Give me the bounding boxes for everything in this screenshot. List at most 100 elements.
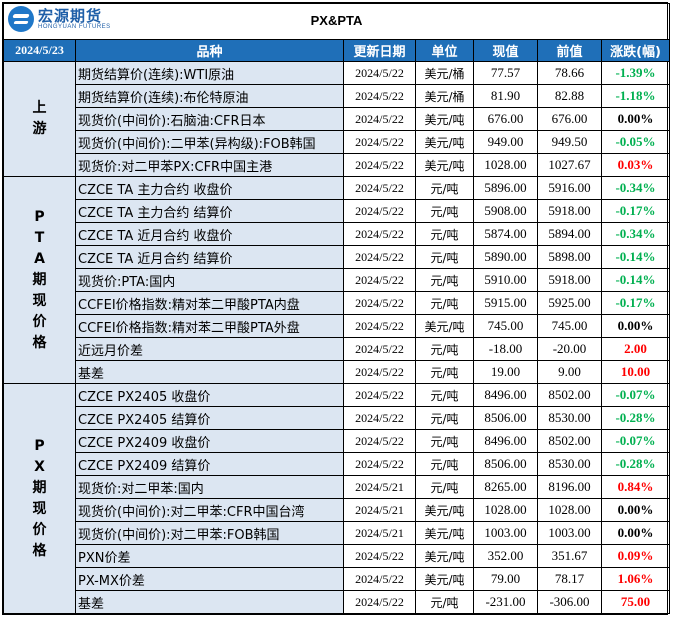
item-name: 现货价(中间价):石脑油:CFR日本 (75, 107, 344, 131)
previous-value: 5925.00 (537, 291, 602, 315)
previous-value: 1028.00 (537, 498, 602, 522)
unit: 元/吨 (415, 199, 474, 223)
change-value: 10.00 (600, 360, 671, 384)
previous-value: 78.66 (537, 61, 602, 85)
table-row: P X 期 现 价 格 CZCE PX2405 收盘价 2024/5/22 元/吨 84… (3, 383, 671, 614)
group-label: P X 期 现 价 格 (3, 383, 76, 614)
col-header-previous: 前值 (537, 39, 602, 62)
table-row: 现货价(中间价):对二甲苯:FOB韩国 2024/5/21 美元/吨 1003.00 1… (4, 521, 671, 545)
previous-value: 676.00 (537, 107, 602, 131)
current-value: 79.00 (473, 567, 538, 591)
table-row: 现货价(中间价):二甲苯(异构级):FOB韩国 2024/5/22 美元/吨 949.… (4, 130, 671, 154)
item-name: 近远月价差 (75, 337, 344, 361)
item-name: 现货价(中间价):二甲苯(异构级):FOB韩国 (75, 130, 344, 154)
change-value: -0.34% (600, 222, 671, 246)
col-header-date: 更新日期 (343, 39, 416, 62)
update-date: 2024/5/22 (343, 544, 416, 568)
current-value: 1028.00 (473, 153, 538, 177)
item-name: 现货价(中间价):对二甲苯:CFR中国台湾 (75, 498, 344, 522)
update-date: 2024/5/21 (343, 498, 416, 522)
table-row: 基差 2024/5/22 元/吨 19.00 9.00 10.00 (4, 360, 671, 384)
logo-icon (8, 6, 34, 32)
unit: 美元/桶 (415, 84, 474, 108)
previous-value: 82.88 (537, 84, 602, 108)
unit: 元/吨 (415, 222, 474, 246)
item-name: PXN价差 (75, 544, 344, 568)
update-date: 2024/5/22 (343, 406, 416, 430)
table-row: CCFEI价格指数:精对苯二甲酸PTA外盘 2024/5/22 美元/吨 745.00… (4, 314, 671, 338)
unit: 美元/吨 (415, 567, 474, 591)
change-value: -0.07% (600, 429, 671, 453)
update-date: 2024/5/22 (343, 268, 416, 292)
unit: 美元/吨 (415, 130, 474, 154)
previous-value: 5918.00 (537, 268, 602, 292)
update-date: 2024/5/22 (343, 153, 416, 177)
table-row: CCFEI价格指数:精对苯二甲酸PTA内盘 2024/5/22 元/吨 5915.00… (4, 291, 671, 315)
header-row: 2024/5/23 品种 更新日期 单位 现值 前值 涨跌(幅) (3, 39, 671, 62)
change-value: 0.00% (600, 314, 671, 338)
item-name: CZCE PX2405 结算价 (75, 406, 344, 430)
item-name: CCFEI价格指数:精对苯二甲酸PTA内盘 (75, 291, 344, 315)
table-row: 现货价:对二甲苯:国内 2024/5/21 元/吨 8265.00 8196.00 0.8… (4, 475, 671, 499)
previous-value: 8530.00 (537, 406, 602, 430)
unit: 美元/吨 (415, 544, 474, 568)
previous-value: 8502.00 (537, 429, 602, 453)
previous-value: 9.00 (537, 360, 602, 384)
current-value: 5896.00 (473, 176, 538, 200)
update-date: 2024/5/22 (343, 337, 416, 361)
change-value: 0.84% (600, 475, 671, 499)
current-value: 352.00 (473, 544, 538, 568)
col-header-name: 品种 (75, 39, 344, 62)
previous-value: 5918.00 (537, 199, 602, 223)
item-name: CZCE PX2409 结算价 (75, 452, 344, 476)
change-value: -1.39% (600, 61, 671, 85)
table-row: P T A 期 现 价 格 CZCE TA 主力合约 收盘价 2024/5/22 元/… (3, 176, 671, 384)
current-value: 676.00 (473, 107, 538, 131)
unit: 元/吨 (415, 590, 474, 614)
change-value: -1.18% (600, 84, 671, 108)
previous-value: 351.67 (537, 544, 602, 568)
table-row: CZCE PX2409 结算价 2024/5/22 元/吨 8506.00 8530.0… (4, 452, 671, 476)
company-logo: 宏源期货 HONGYUAN FUTURES (8, 6, 111, 32)
change-value: 0.03% (600, 153, 671, 177)
update-date: 2024/5/22 (343, 107, 416, 131)
item-name: CZCE PX2409 收盘价 (75, 429, 344, 453)
update-date: 2024/5/22 (343, 567, 416, 591)
previous-value: 1027.67 (537, 153, 602, 177)
update-date: 2024/5/22 (343, 452, 416, 476)
unit: 元/吨 (415, 429, 474, 453)
previous-value: 5894.00 (537, 222, 602, 246)
unit: 美元/吨 (415, 314, 474, 338)
data-sheet: 宏源期货 HONGYUAN FUTURES PX&PTA 2024/5/23 品… (2, 2, 671, 615)
title-bar: 宏源期货 HONGYUAN FUTURES PX&PTA (2, 3, 671, 40)
table-row: PX-MX价差 2024/5/22 美元/吨 79.00 78.17 1.06% (4, 567, 671, 591)
update-date: 2024/5/22 (343, 429, 416, 453)
change-value: 0.00% (600, 521, 671, 545)
update-date: 2024/5/22 (343, 360, 416, 384)
group-label: P T A 期 现 价 格 (3, 176, 76, 384)
unit: 元/吨 (415, 291, 474, 315)
item-name: CZCE TA 近月合约 收盘价 (75, 222, 344, 246)
current-value: 81.90 (473, 84, 538, 108)
unit: 美元/吨 (415, 153, 474, 177)
unit: 元/吨 (415, 268, 474, 292)
price-table: 宏源期货 HONGYUAN FUTURES PX&PTA 2024/5/23 品… (2, 3, 671, 614)
update-date: 2024/5/22 (343, 84, 416, 108)
change-value: 2.00 (600, 337, 671, 361)
table-row: CZCE PX2405 结算价 2024/5/22 元/吨 8506.00 8530.0… (4, 406, 671, 430)
previous-value: -306.00 (537, 590, 602, 614)
current-value: 19.00 (473, 360, 538, 384)
change-value: 1.06% (600, 567, 671, 591)
table-row: CZCE TA 主力合约 结算价 2024/5/22 元/吨 5908.00 5918.… (4, 199, 671, 223)
current-value: 5915.00 (473, 291, 538, 315)
table-row: 期货结算价(连续):布伦特原油 2024/5/22 美元/桶 81.90 82.88 -1… (4, 84, 671, 108)
update-date: 2024/5/22 (343, 383, 416, 407)
current-value: 745.00 (473, 314, 538, 338)
item-name: CZCE TA 近月合约 结算价 (75, 245, 344, 269)
item-name: CZCE TA 主力合约 收盘价 (75, 176, 344, 200)
previous-value: 78.17 (537, 567, 602, 591)
table-row: 基差 2024/5/22 元/吨 -231.00 -306.00 75.00 (4, 590, 671, 614)
unit: 元/吨 (415, 452, 474, 476)
change-value: -0.34% (600, 176, 671, 200)
logo-name: 宏源期货 (38, 7, 103, 25)
